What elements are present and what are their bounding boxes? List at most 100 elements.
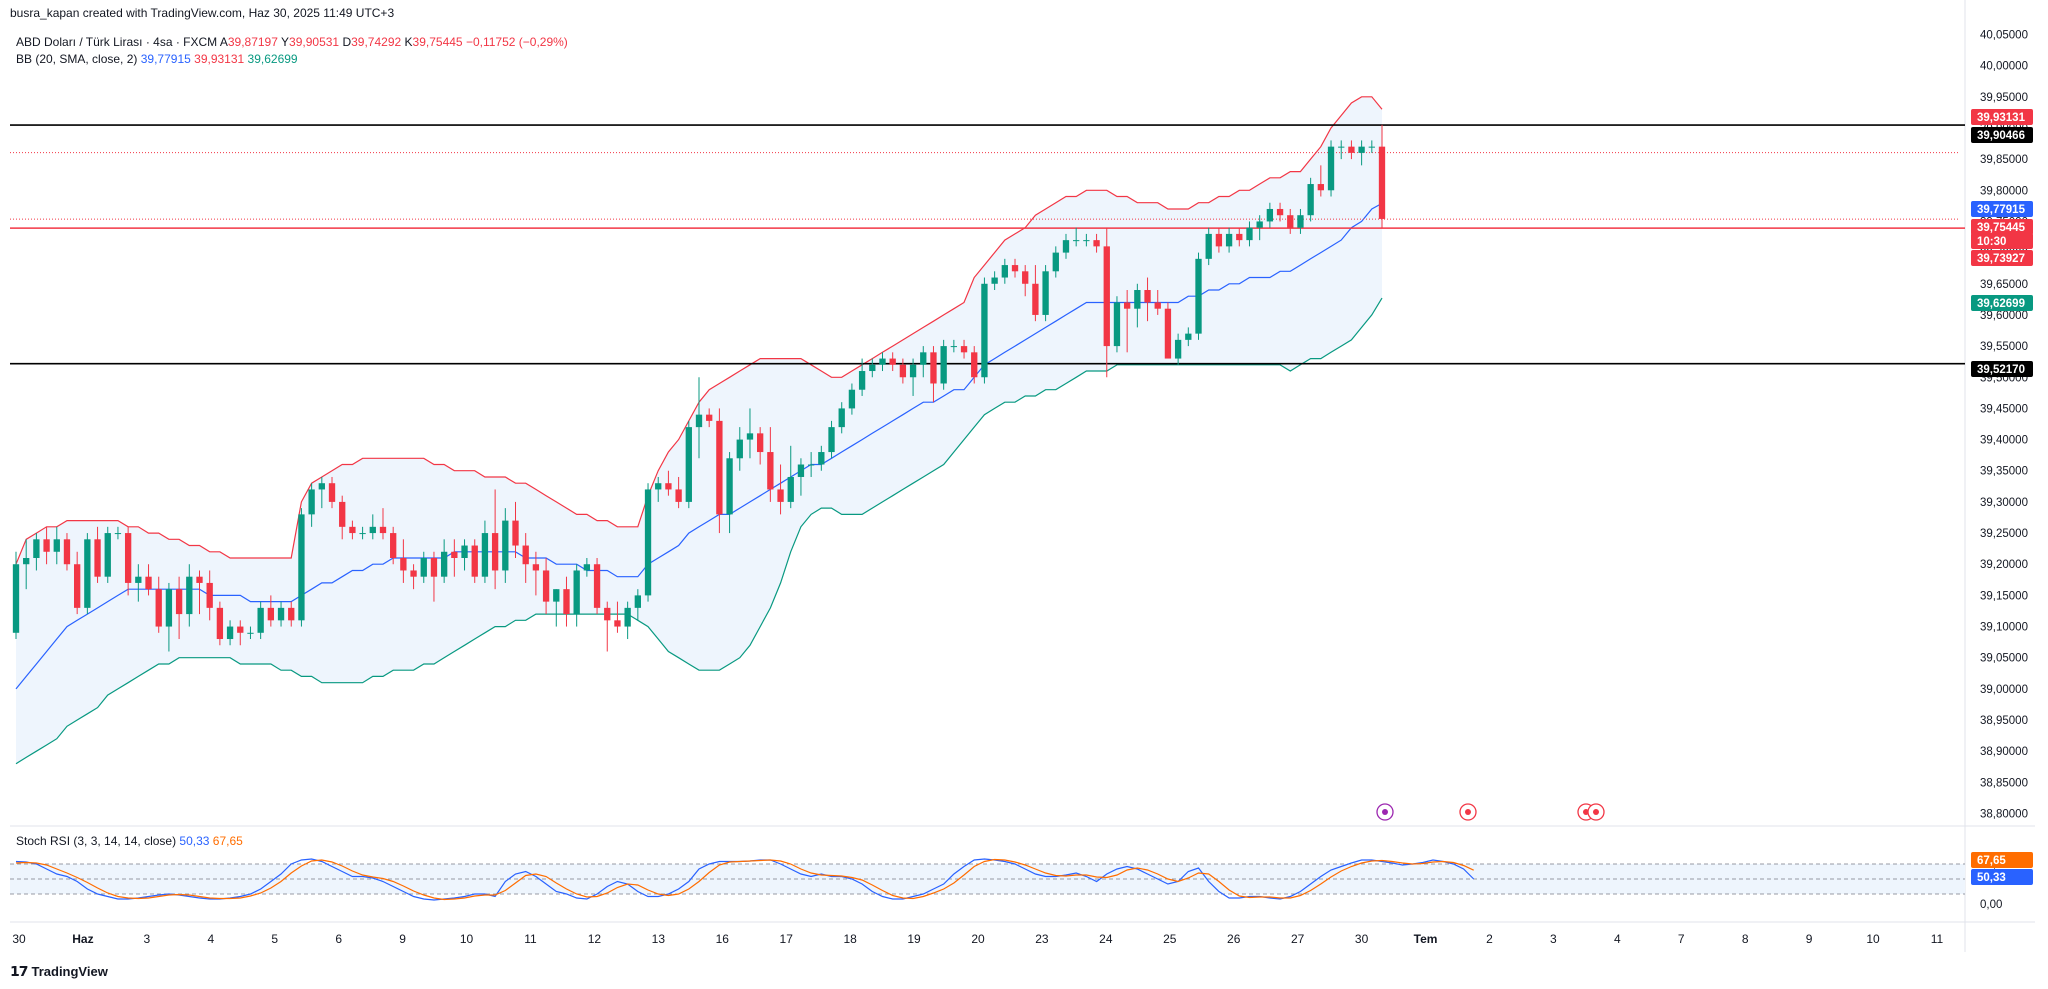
- bb-lower-value: 39,62699: [247, 52, 298, 66]
- stoch-label-bg: [1971, 869, 2033, 885]
- price-label-text: 39,77915: [1977, 204, 2026, 216]
- candle: [1246, 221, 1253, 247]
- candle-body: [237, 626, 244, 633]
- candle: [1042, 265, 1049, 322]
- candle: [1266, 202, 1274, 228]
- candle-body: [267, 607, 275, 621]
- price-tick-label: 39,20000: [1980, 559, 2028, 571]
- price-tick-label: 39,05000: [1980, 653, 2028, 665]
- price-label-text: 39,62699: [1977, 298, 2025, 310]
- candle: [1144, 277, 1151, 322]
- candle-body: [165, 589, 173, 627]
- lightning-event-icon-dot: [1382, 809, 1388, 815]
- candle: [716, 408, 723, 534]
- tradingview-logo-text: TradingView: [31, 964, 108, 979]
- candle-body: [1052, 252, 1059, 272]
- open-label: A: [219, 35, 228, 49]
- candle: [1297, 208, 1304, 234]
- candle-body: [1276, 208, 1284, 216]
- bb-lower-line: [15, 297, 1383, 765]
- candle-body: [685, 427, 692, 502]
- candle-body: [1205, 233, 1212, 259]
- time-tick-label: 5: [271, 932, 278, 946]
- candle-body: [1093, 240, 1100, 247]
- candle: [1123, 290, 1131, 353]
- candle-body: [726, 458, 733, 515]
- stoch-indicator-name[interactable]: Stoch RSI (3, 3, 14, 14, close): [16, 834, 177, 848]
- candle-body: [226, 626, 234, 640]
- candle-body: [1144, 290, 1151, 303]
- candle: [542, 558, 550, 615]
- candle: [135, 564, 142, 602]
- candle: [634, 589, 641, 621]
- price-label-text: 39,73927: [1977, 253, 2025, 265]
- candle-body: [1215, 233, 1223, 247]
- symbol-row: ABD Doları / Türk Lirası · 4sa · FXCM A3…: [16, 34, 568, 51]
- candle: [807, 452, 815, 477]
- price-label-text: 39,93131: [1977, 112, 2026, 124]
- candle: [1022, 265, 1029, 297]
- candle: [614, 601, 621, 633]
- us-flag-event-icon: [1459, 803, 1477, 821]
- price-tick-label: 39,30000: [1980, 497, 2028, 509]
- candle: [94, 526, 101, 583]
- price-label-bg: [1971, 233, 2033, 249]
- candle: [695, 377, 703, 459]
- stoch-legend: Stoch RSI (3, 3, 14, 14, close) 50,33 67…: [16, 834, 243, 848]
- candle: [247, 626, 254, 640]
- candle: [1368, 140, 1375, 153]
- candle: [308, 483, 315, 527]
- candle-body: [716, 420, 723, 515]
- candle-body: [1174, 339, 1182, 359]
- price-tick-label: 39,65000: [1980, 279, 2028, 291]
- candle: [1338, 140, 1345, 160]
- candle: [124, 526, 132, 596]
- candle: [461, 539, 468, 571]
- time-tick-label: 25: [1163, 932, 1177, 946]
- candle-body: [124, 533, 132, 583]
- candle-body: [216, 607, 224, 640]
- candle-body: [971, 352, 978, 378]
- candle-body: [1225, 233, 1233, 247]
- candle-body: [960, 346, 968, 353]
- candle-body: [23, 558, 30, 565]
- symbol-name[interactable]: ABD Doları / Türk Lirası · 4sa · FXCM: [16, 35, 218, 49]
- candle-body: [53, 539, 60, 552]
- candle-body: [532, 564, 540, 571]
- candle: [777, 464, 784, 515]
- tradingview-logo[interactable]: 𝟭𝟳 TradingView: [10, 963, 108, 980]
- candle-body: [461, 545, 468, 558]
- time-tick-label: 7: [1678, 932, 1685, 946]
- candle-body: [757, 433, 764, 453]
- candle: [277, 601, 285, 627]
- candle-body: [206, 582, 213, 608]
- candle: [420, 551, 427, 583]
- bb-indicator-name[interactable]: BB (20, SMA, close, 2): [16, 52, 138, 66]
- candle-body: [828, 427, 835, 453]
- lightning-event-icon: [1376, 803, 1394, 821]
- candle-body: [512, 520, 519, 546]
- candle-body: [379, 526, 387, 534]
- time-tick-label: 11: [524, 932, 537, 946]
- price-label-bg: [1971, 295, 2033, 311]
- price-label: 10:30: [1971, 233, 2033, 249]
- candle: [74, 551, 81, 615]
- us-flag-event-icon-dot: [1465, 809, 1471, 815]
- time-tick-label: 30: [12, 932, 26, 946]
- candle: [12, 551, 20, 640]
- stoch-label: 50,33: [1971, 869, 2033, 885]
- candle: [920, 346, 927, 378]
- candle: [288, 601, 295, 627]
- candle: [532, 551, 540, 596]
- candle-body: [1062, 240, 1070, 253]
- candle-body: [991, 277, 998, 284]
- candle-body: [644, 489, 652, 596]
- time-tick-label: 2: [1486, 932, 1493, 946]
- open-value: 39,87197: [227, 35, 278, 49]
- candle-body: [1266, 208, 1274, 222]
- candle: [512, 501, 519, 558]
- candle-body: [328, 483, 336, 502]
- candle: [23, 539, 30, 590]
- price-label-bg: [1971, 219, 2033, 235]
